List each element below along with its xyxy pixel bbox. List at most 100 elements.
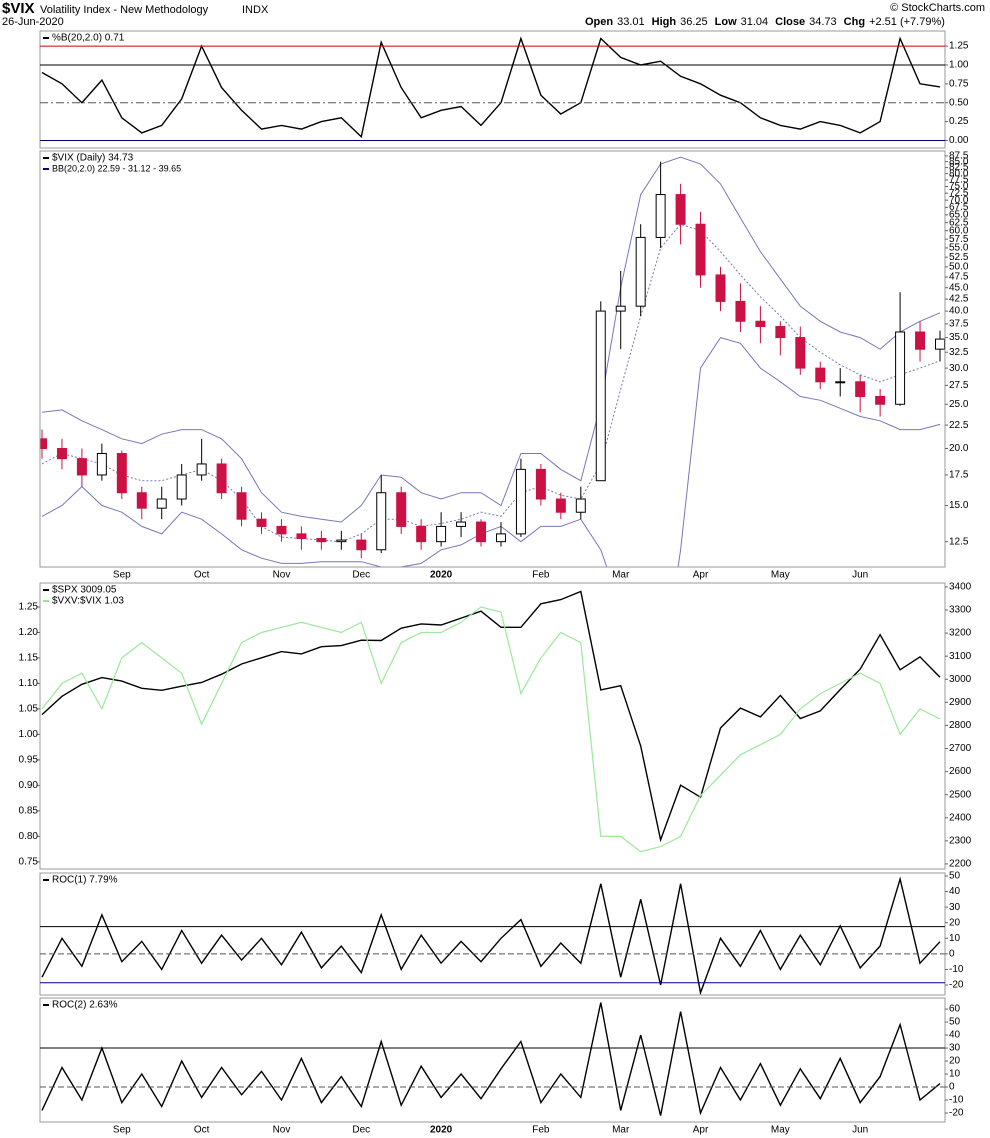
candle-body xyxy=(176,474,187,500)
candle-body xyxy=(236,492,247,520)
panel-frame xyxy=(39,30,946,149)
candle-body xyxy=(515,468,526,535)
y-tick-label: 20.0 xyxy=(949,443,969,454)
plot-area xyxy=(40,156,945,567)
candle-body xyxy=(476,521,487,543)
y-tick-label: 0 xyxy=(949,949,955,960)
y-tick-label: 1.00 xyxy=(949,60,969,71)
candle-body xyxy=(795,337,806,369)
candle-body xyxy=(136,492,147,509)
y-tick-label: -20 xyxy=(949,980,964,991)
candle-body xyxy=(256,518,267,527)
legend-label: BB(20,2.0) 22.59 - 31.12 - 39.65 xyxy=(52,163,181,173)
candle-body xyxy=(116,453,127,494)
y-tick-label: 20 xyxy=(949,917,961,928)
legend-label: $VIX (Daily) 34.73 xyxy=(52,153,134,164)
x-tick-label: Mar xyxy=(612,570,630,581)
candle-body xyxy=(595,310,606,482)
y2-tick-label: 0.90 xyxy=(19,780,39,791)
candle-body xyxy=(416,525,427,543)
band-upper xyxy=(41,156,941,523)
y2-tick-label: 1.10 xyxy=(19,678,39,689)
x-tick-label: Mar xyxy=(612,1125,630,1136)
copyright: © StockCharts.com xyxy=(890,2,985,14)
candle-body xyxy=(635,236,646,307)
candle-body xyxy=(356,539,367,551)
candle-body xyxy=(156,498,167,509)
quote-value: +2.51 (+7.79%) xyxy=(869,16,945,28)
y-tick-label: 15.0 xyxy=(949,500,969,511)
y-tick-label: 32.5 xyxy=(949,347,969,358)
y-tick-label: 2400 xyxy=(949,812,972,823)
x-tick-label: 2020 xyxy=(430,1125,453,1136)
candle-body xyxy=(615,305,626,312)
y2-tick-label: 0.95 xyxy=(19,755,39,766)
y-tick-label: 85.0 xyxy=(949,156,969,167)
date: 26-Jun-2020 xyxy=(2,16,64,28)
y2-tick-label: 1.05 xyxy=(19,704,39,715)
quote-label: Chg xyxy=(844,16,865,28)
quote-value: 33.01 xyxy=(617,16,645,28)
y-tick-label: 2900 xyxy=(949,697,972,708)
candle-body xyxy=(216,463,227,494)
y-tick-label: -20 xyxy=(949,1108,964,1119)
plot-area xyxy=(41,590,941,853)
y2-tick-label: 1.25 xyxy=(19,602,39,613)
candle-body xyxy=(316,538,327,543)
candle-body xyxy=(396,492,407,527)
y-tick-label: 87.5 xyxy=(949,151,969,162)
y-tick-label: 57.5 xyxy=(949,234,969,245)
candle-body xyxy=(196,463,207,476)
candle-body xyxy=(655,194,666,238)
y-tick-label: 52.5 xyxy=(949,252,969,263)
y-tick-label: 2700 xyxy=(949,743,972,754)
plot-area xyxy=(41,36,941,139)
candle-body xyxy=(735,300,746,322)
y-tick-label: 0.75 xyxy=(949,78,969,89)
quote-label: Open xyxy=(585,16,613,28)
y-tick-label: 40 xyxy=(949,1030,961,1041)
exchange: INDX xyxy=(242,4,269,16)
panel-frame xyxy=(39,582,946,870)
x-tick-label: 2020 xyxy=(430,570,453,581)
y-tick-label: 0.25 xyxy=(949,116,969,127)
y-tick-label: 2500 xyxy=(949,789,972,800)
candle-body xyxy=(555,498,566,513)
x-tick-label: Feb xyxy=(532,1125,550,1136)
y-tick-label: 2300 xyxy=(949,835,972,846)
series-line xyxy=(41,590,941,843)
x-tick-label: Dec xyxy=(352,570,370,581)
candle-body xyxy=(535,468,546,500)
series-line xyxy=(41,876,941,995)
y-tick-label: 1.25 xyxy=(949,41,969,52)
y-tick-label: 70.0 xyxy=(949,195,969,206)
x-tick-label: May xyxy=(771,1125,790,1136)
y-tick-label: 3200 xyxy=(949,628,972,639)
y-tick-label: 3100 xyxy=(949,651,972,662)
y-tick-label: 50 xyxy=(949,871,961,882)
symbol: $VIX xyxy=(2,0,35,17)
y-tick-label: 67.5 xyxy=(949,202,969,213)
y-tick-label: 25.0 xyxy=(949,399,969,410)
y-tick-label: 3000 xyxy=(949,674,972,685)
y-tick-label: 37.5 xyxy=(949,319,969,330)
y-tick-label: 60.0 xyxy=(949,225,969,236)
y-tick-label: 10 xyxy=(949,1069,961,1080)
y-tick-label: 50.0 xyxy=(949,261,969,272)
candle-body xyxy=(40,438,47,449)
candle-body xyxy=(675,194,686,225)
x-tick-label: Sep xyxy=(113,1125,131,1136)
y-tick-label: 3400 xyxy=(949,582,972,593)
y-tick-label: 72.5 xyxy=(949,188,969,199)
panel-frame xyxy=(39,150,946,568)
quote-label: Low xyxy=(715,16,737,28)
candle-body xyxy=(855,381,866,397)
y-tick-label: 62.5 xyxy=(949,217,969,228)
legend-label: ROC(1) 7.79% xyxy=(52,875,118,886)
legend-label: %B(20,2.0) 0.71 xyxy=(52,33,125,44)
y-tick-label: 65.0 xyxy=(949,209,969,220)
y-tick-label: 40.0 xyxy=(949,306,969,317)
y-tick-label: 2600 xyxy=(949,766,972,777)
y-tick-label: 50 xyxy=(949,1017,961,1028)
